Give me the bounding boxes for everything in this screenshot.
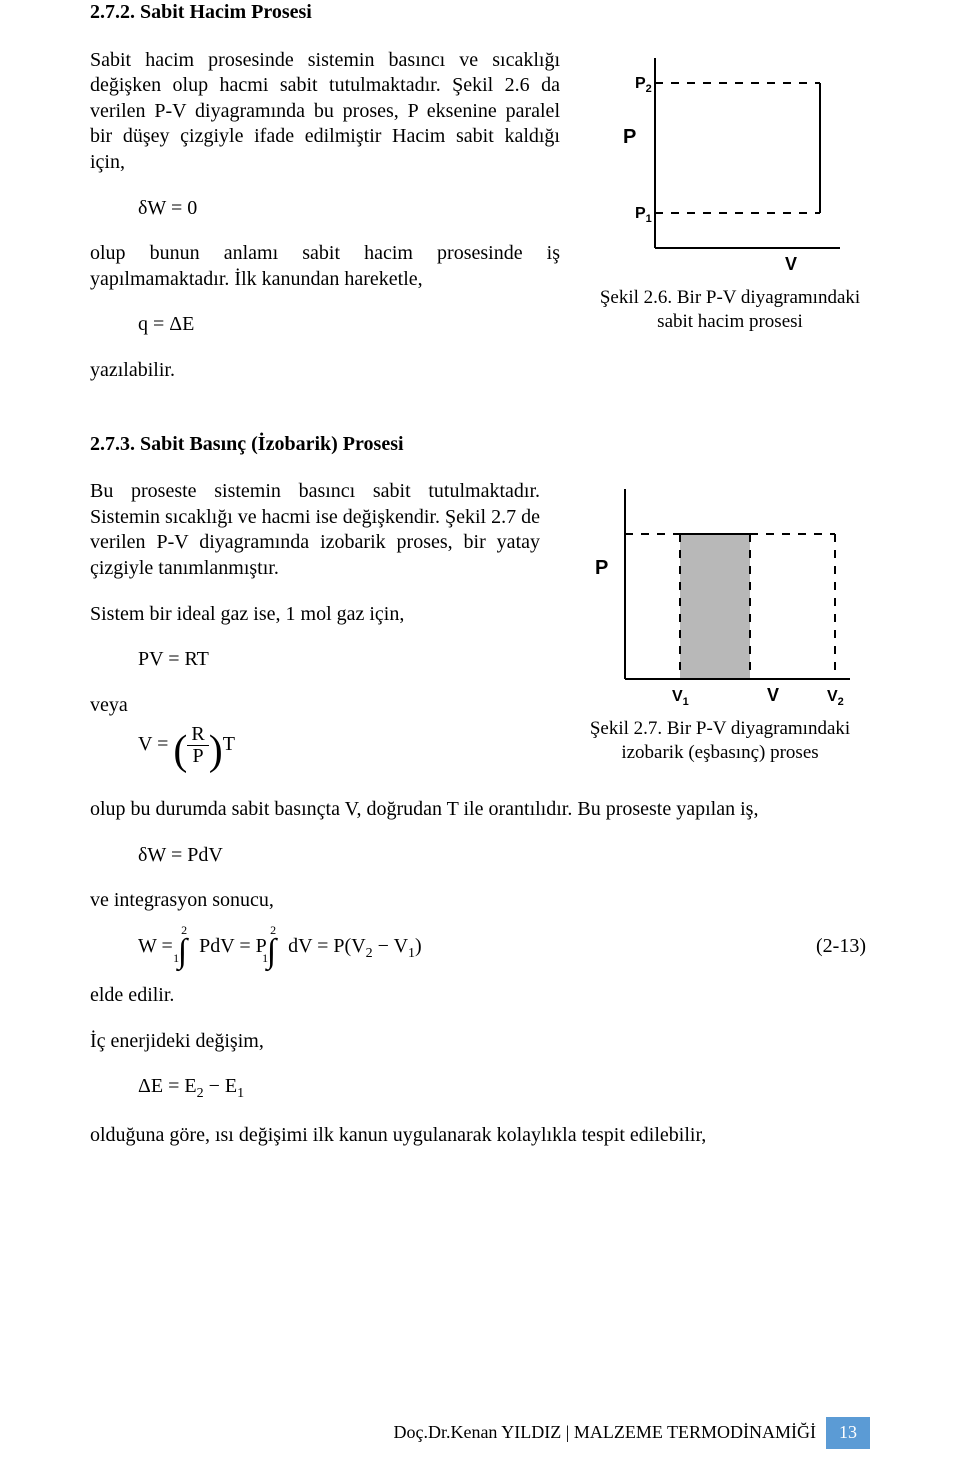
label-p-axis-27: P bbox=[595, 557, 608, 579]
label-v-axis: V bbox=[785, 254, 797, 274]
eq2-frac-n: R bbox=[187, 724, 208, 746]
eq4-num: (2-13) bbox=[816, 934, 870, 960]
int2-lo: 1 bbox=[262, 951, 268, 965]
int2-up: 2 bbox=[270, 923, 276, 937]
footer: Doç.Dr.Kenan YILDIZ | MALZEME TERMODİNAM… bbox=[0, 1417, 960, 1449]
text-273: Bu proseste sistemin basıncı sabit tutul… bbox=[90, 479, 540, 787]
p-273-2: Sistem bir ideal gaz ise, 1 mol gaz için… bbox=[90, 602, 540, 628]
eq2-frac: RP bbox=[187, 724, 208, 767]
page-number: 13 bbox=[826, 1417, 870, 1449]
label-v2: V2 bbox=[827, 688, 844, 708]
label-p2: P2 bbox=[635, 75, 652, 95]
label-p1: P1 bbox=[635, 205, 652, 225]
figure-26: P2 P1 P V Şekil 2.6. Bir P-V diyagramınd… bbox=[590, 48, 870, 335]
eq-273-4: W = ∫21PdV = P∫21dV = P(V2 − V1) (2-13) bbox=[138, 934, 870, 963]
p-273-4: ve integrasyon sonucu, bbox=[90, 888, 870, 914]
eq-273-1: PV = RT bbox=[138, 647, 540, 673]
veya: veya bbox=[90, 693, 540, 719]
fig26-svg: P2 P1 P V bbox=[605, 48, 855, 278]
lparen: ( bbox=[173, 728, 187, 774]
int2: ∫ bbox=[267, 933, 276, 970]
page: 2.7.2. Sabit Hacim Prosesi Sabit hacim p… bbox=[0, 0, 960, 1473]
eq2-rhs: T bbox=[223, 733, 235, 755]
eq-273-2: V = (RP)T bbox=[138, 724, 540, 767]
p-272-2: olup bunun anlamı sabit hacim prosesinde… bbox=[90, 241, 560, 292]
p-273-5: elde edilir. bbox=[90, 983, 870, 1009]
fig27-svg: P V1 V V2 bbox=[575, 479, 865, 709]
int1-up: 2 bbox=[181, 923, 187, 937]
label-v-axis-27: V bbox=[767, 685, 779, 705]
block-272: Sabit hacim prosesinde sistemin basıncı … bbox=[90, 48, 870, 404]
p-273-6: İç enerjideki değişim, bbox=[90, 1029, 870, 1055]
heading-272: 2.7.2. Sabit Hacim Prosesi bbox=[90, 0, 870, 26]
caption-27: Şekil 2.7. Bir P-V diyagramındaki izobar… bbox=[570, 717, 870, 766]
eq-273-3: δW = PdV bbox=[138, 843, 870, 869]
block-273: Bu proseste sistemin basıncı sabit tutul… bbox=[90, 479, 870, 787]
p-273-3: olup bu durumda sabit basınçta V, doğrud… bbox=[90, 797, 870, 823]
caption-26: Şekil 2.6. Bir P-V diyagramındaki sabit … bbox=[590, 286, 870, 335]
footer-text: Doç.Dr.Kenan YILDIZ | MALZEME TERMODİNAM… bbox=[393, 1421, 816, 1444]
shaded-area bbox=[680, 534, 750, 679]
eq4-body: W = ∫21PdV = P∫21dV = P(V2 − V1) bbox=[138, 934, 422, 963]
text-272: Sabit hacim prosesinde sistemin basıncı … bbox=[90, 48, 560, 404]
rparen: ) bbox=[209, 728, 223, 774]
p-273-1: Bu proseste sistemin basıncı sabit tutul… bbox=[90, 479, 540, 581]
p-272-3: yazılabilir. bbox=[90, 358, 560, 384]
heading-273: 2.7.3. Sabit Basınç (İzobarik) Prosesi bbox=[90, 432, 870, 458]
p-272-1: Sabit hacim prosesinde sistemin basıncı … bbox=[90, 48, 560, 176]
eq-273-5: ΔE = E2 − E1 bbox=[138, 1074, 870, 1103]
p-273-7: olduğuna göre, ısı değişimi ilk kanun uy… bbox=[90, 1123, 870, 1149]
int1-lo: 1 bbox=[173, 951, 179, 965]
int1: ∫ bbox=[178, 933, 187, 970]
eq2-frac-d: P bbox=[187, 746, 208, 767]
eq-272-1: δW = 0 bbox=[138, 196, 560, 222]
label-p-axis: P bbox=[623, 126, 636, 148]
figure-27: P V1 V V2 Şekil 2.7. Bir P-V diyagramınd… bbox=[570, 479, 870, 766]
label-v1: V1 bbox=[672, 688, 689, 708]
eq-272-2: q = ΔE bbox=[138, 312, 560, 338]
eq2-lhs: V = bbox=[138, 733, 168, 755]
